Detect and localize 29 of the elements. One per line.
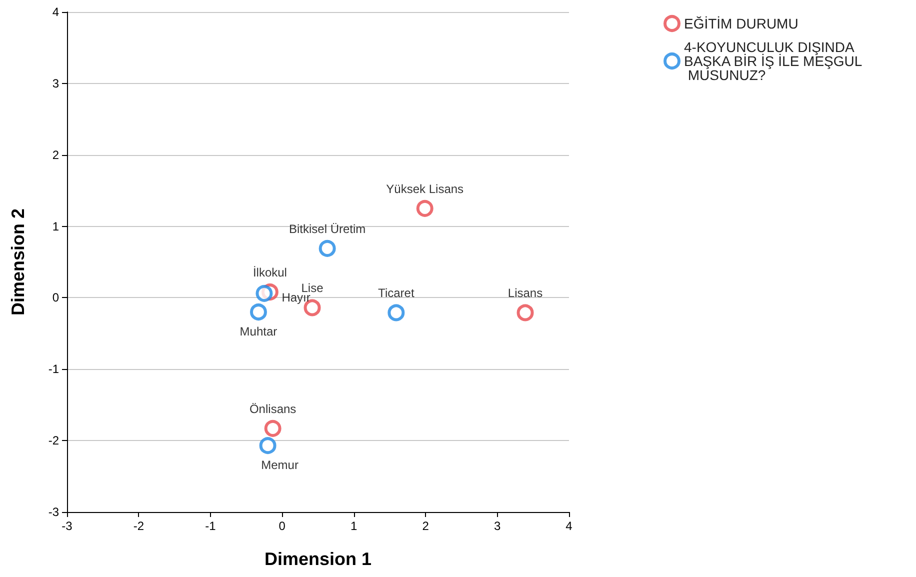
data-label: Lisans bbox=[508, 286, 543, 300]
y-tick-label: 3 bbox=[52, 76, 60, 90]
x-tick-label: -3 bbox=[62, 519, 73, 533]
data-label: Bitkisel Üretim bbox=[288, 222, 366, 236]
y-tick-label: 1 bbox=[52, 219, 60, 234]
data-label: İlkokul bbox=[252, 266, 287, 280]
x-tick-label: 2 bbox=[422, 519, 430, 533]
x-tick-label: 0 bbox=[278, 519, 286, 533]
data-label: Lise bbox=[301, 281, 324, 296]
x-axis-title: Dimension 1 bbox=[264, 549, 372, 569]
y-tick-label: 4 bbox=[52, 5, 60, 19]
x-tick-label: -2 bbox=[133, 519, 144, 533]
legend-label: EĞİTİM DURUMU bbox=[684, 16, 798, 32]
x-tick-label: 3 bbox=[494, 519, 501, 533]
y-tick-label: -3 bbox=[48, 505, 60, 519]
data-label: Önlisans bbox=[249, 402, 296, 416]
data-label: Memur bbox=[261, 458, 298, 472]
x-tick-label: -1 bbox=[205, 519, 216, 533]
y-tick-label: 2 bbox=[52, 148, 60, 162]
data-label: Ticaret bbox=[378, 286, 415, 300]
legend-label: 4-KOYUNCULUK DIŞINDA BAŞKA BİR İŞ İLE MEŞGUL MUSUNUZ? bbox=[684, 39, 862, 83]
x-tick-label: 1 bbox=[350, 519, 358, 533]
y-tick-label: 0 bbox=[52, 290, 60, 305]
x-tick-label: 4 bbox=[566, 519, 573, 533]
y-tick-label: -1 bbox=[48, 362, 60, 376]
data-label: Yüksek Lisans bbox=[386, 182, 464, 196]
data-label: Muhtar bbox=[240, 324, 278, 338]
y-axis-title: Dimension 2 bbox=[8, 208, 28, 316]
y-tick-label: -2 bbox=[48, 434, 60, 448]
